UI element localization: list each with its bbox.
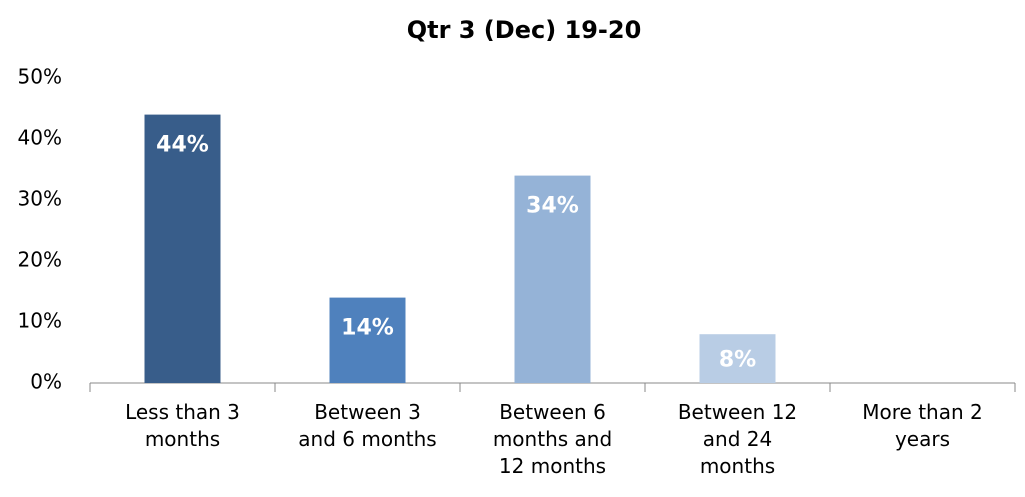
- x-tick-label-box: Less than 3 months: [125, 400, 240, 451]
- y-tick-label: 30%: [18, 187, 62, 211]
- y-tick-label: 10%: [18, 309, 62, 333]
- x-tick-label: Between 12 and 24 months: [677, 400, 798, 478]
- y-tick-label: 50%: [18, 65, 62, 89]
- x-tick-label: Between 6 months and 12 months: [492, 400, 613, 478]
- value-label: 14%: [341, 316, 394, 341]
- y-tick-label: 20%: [18, 248, 62, 272]
- bar: [329, 297, 406, 383]
- bar: [144, 114, 221, 383]
- y-tick-label: 0%: [30, 370, 62, 394]
- x-tick-label: More than 2 years: [862, 400, 983, 451]
- x-tick-label-box: Between 12 and 24 months: [677, 400, 798, 478]
- value-label: 34%: [526, 194, 579, 219]
- chart-title: Qtr 3 (Dec) 19-20: [407, 16, 642, 44]
- value-label: 8%: [719, 348, 756, 373]
- x-tick-label-box: More than 2 years: [862, 400, 983, 451]
- bar: [699, 334, 776, 383]
- bar: [514, 175, 591, 383]
- x-tick-label: Less than 3 months: [125, 400, 240, 451]
- x-tick-label-box: Between 3 and 6 months: [298, 400, 437, 451]
- x-tick-label: Between 3 and 6 months: [298, 400, 437, 451]
- x-tick-label-box: Between 6 months and 12 months: [492, 400, 613, 478]
- value-label: 44%: [156, 133, 209, 158]
- y-tick-label: 40%: [18, 126, 62, 150]
